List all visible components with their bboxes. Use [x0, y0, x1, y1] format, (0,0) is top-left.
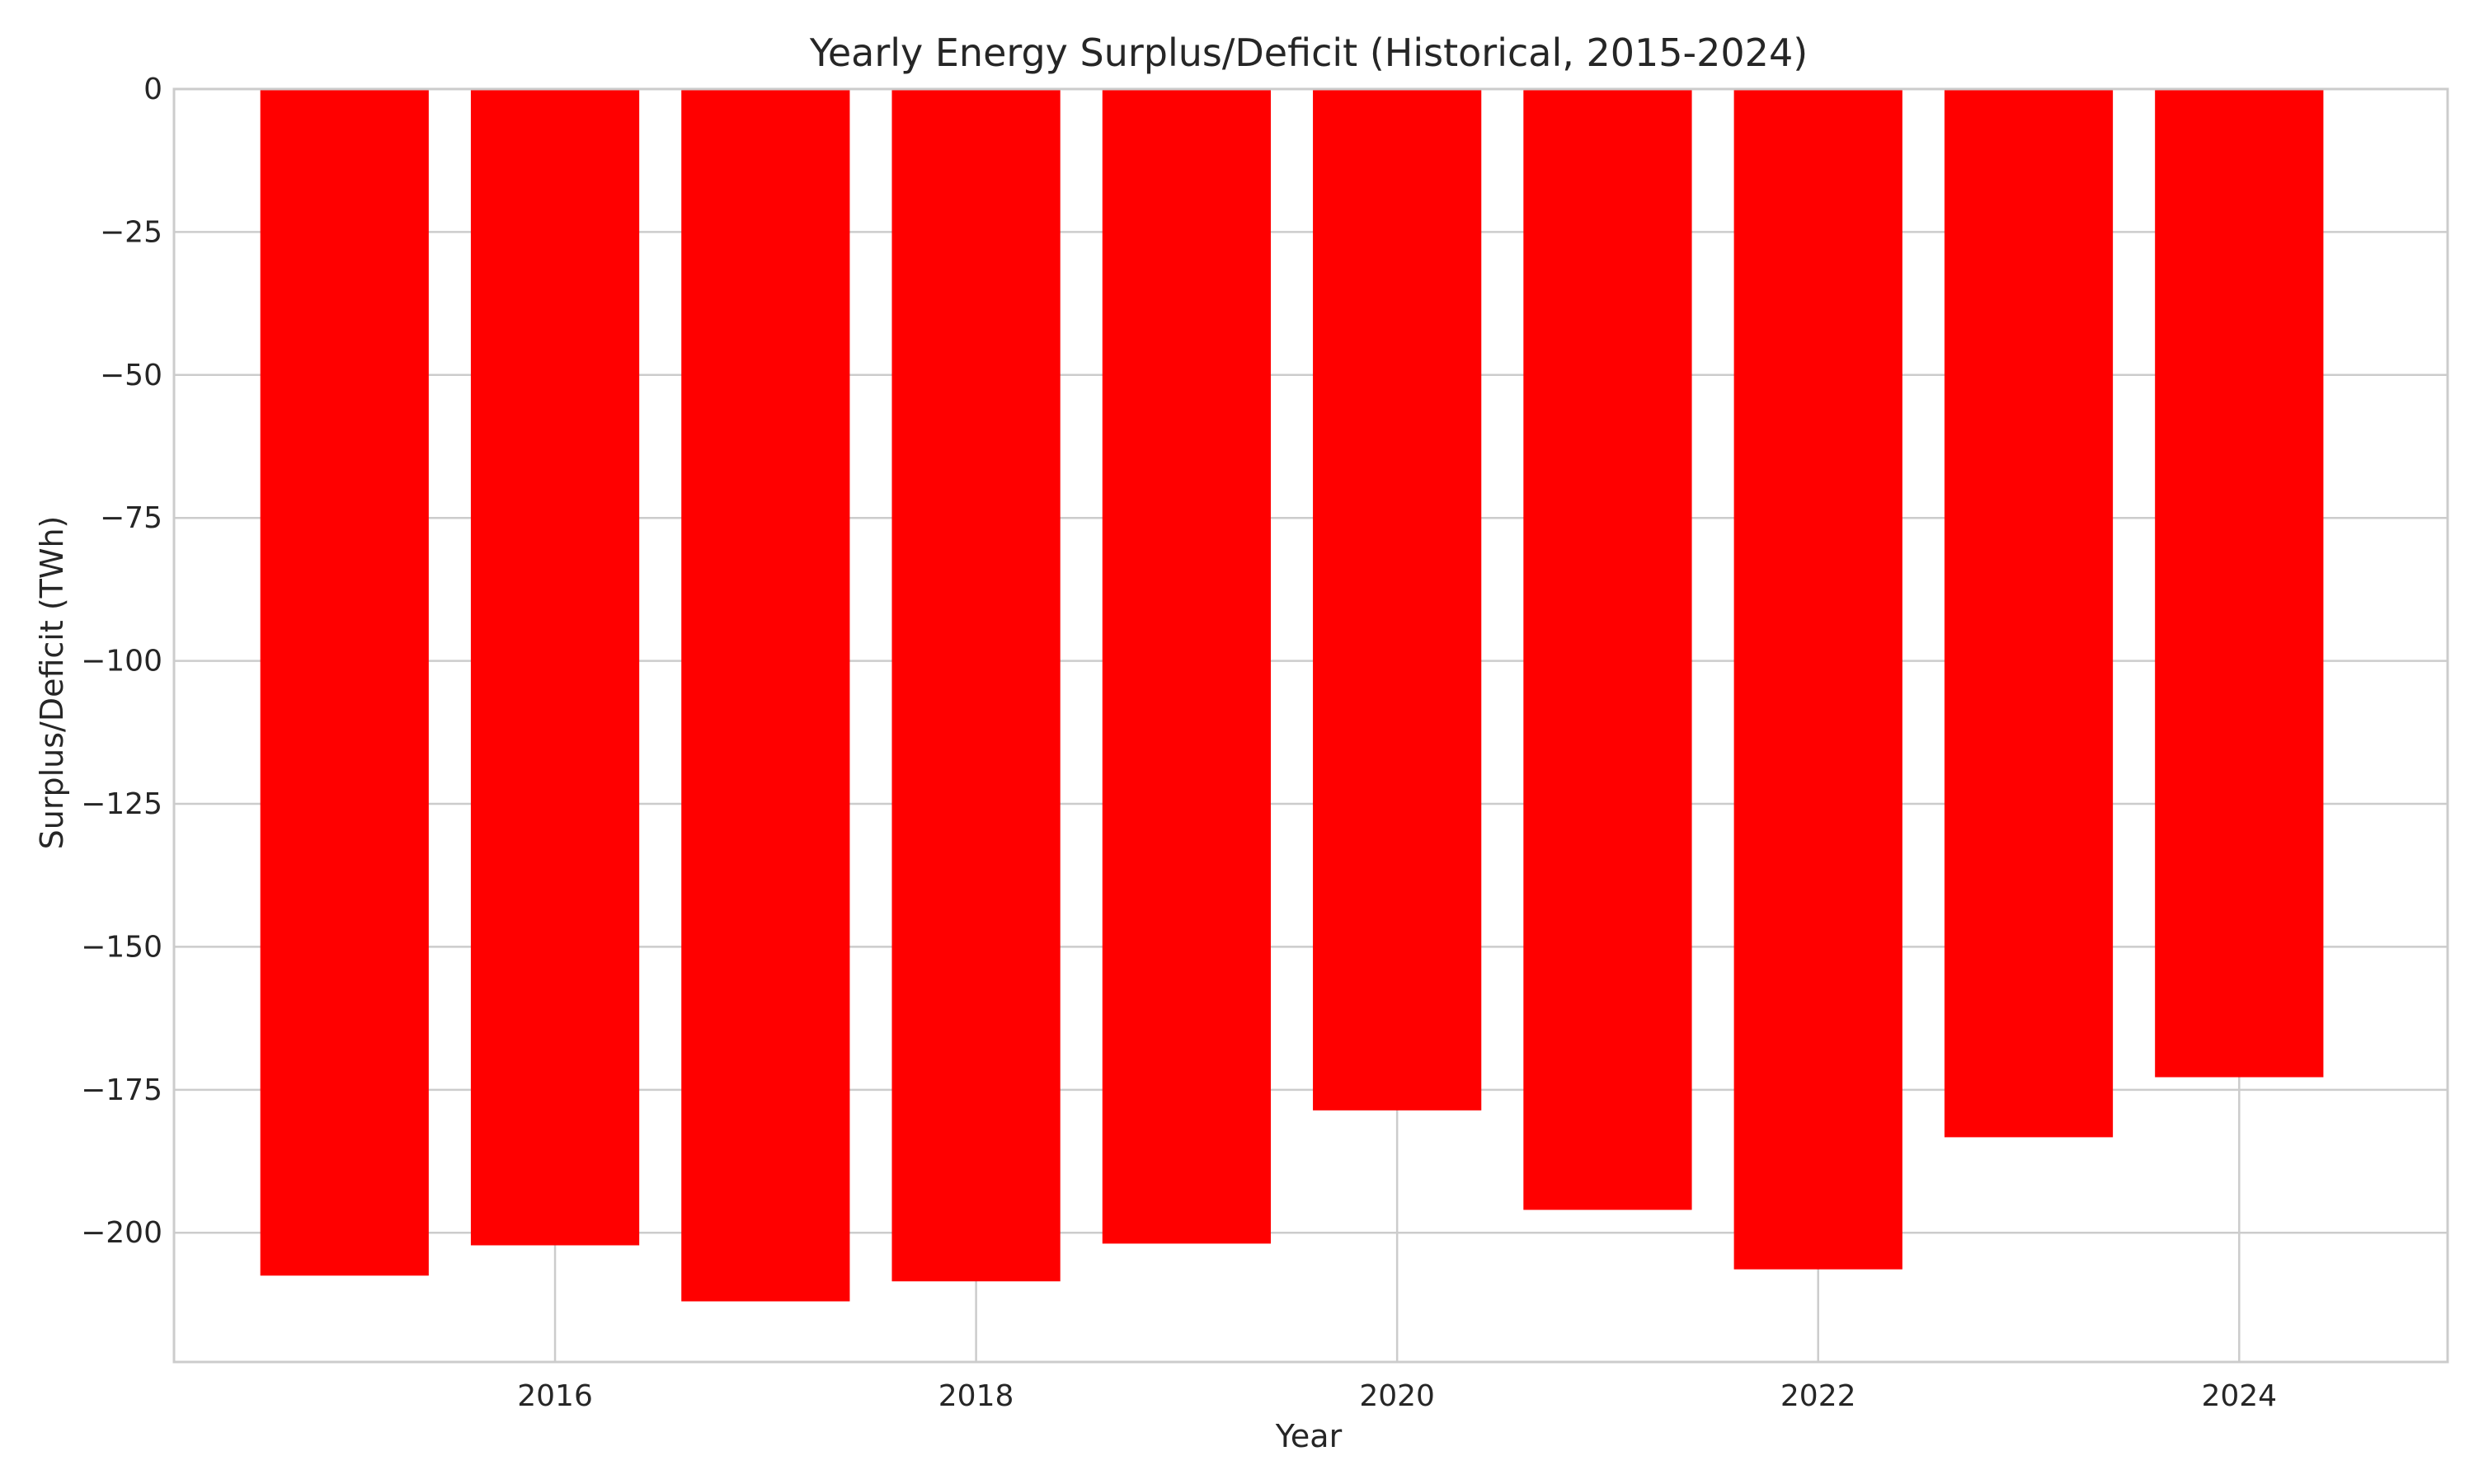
x-tick-labels: 2016 2018 2020 2022 2024 — [517, 1379, 2277, 1413]
y-tick-label: −100 — [81, 645, 162, 679]
bar-2016 — [470, 89, 640, 1246]
bar-2017 — [681, 89, 850, 1302]
chart-title: Yearly Energy Surplus/Deficit (Historica… — [809, 31, 1808, 75]
y-tick-label: −75 — [100, 501, 162, 535]
y-tick-label: 0 — [143, 73, 162, 106]
bar-2018 — [891, 89, 1061, 1282]
bar-2019 — [1102, 89, 1271, 1244]
bar-2024 — [2155, 89, 2324, 1078]
y-tick-label: −150 — [81, 930, 162, 964]
y-tick-label: −50 — [100, 359, 162, 392]
x-tick-label-2020: 2020 — [1359, 1379, 1435, 1413]
bar-2020 — [1313, 89, 1482, 1111]
bar-2021 — [1523, 89, 1692, 1210]
bar-2023 — [1944, 89, 2114, 1138]
x-tick-label-2022: 2022 — [1780, 1379, 1856, 1413]
x-tick-label-2016: 2016 — [517, 1379, 593, 1413]
bar-2022 — [1733, 89, 1903, 1270]
y-axis-label: Surplus/Deficit (TWh) — [34, 516, 70, 850]
x-tick-label-2024: 2024 — [2201, 1379, 2277, 1413]
y-tick-label: −200 — [81, 1216, 162, 1250]
y-tick-labels: 0 −25 −50 −75 −100 −125 −150 −175 −200 — [81, 73, 162, 1250]
y-tick-label: −125 — [81, 787, 162, 821]
x-axis-label: Year — [1275, 1418, 1343, 1454]
y-tick-label: −175 — [81, 1073, 162, 1107]
bars — [260, 89, 2324, 1302]
y-tick-label: −25 — [100, 215, 162, 249]
axes-frame — [172, 87, 2449, 1364]
bar-2015 — [260, 89, 429, 1276]
x-tick-label-2018: 2018 — [938, 1379, 1014, 1413]
